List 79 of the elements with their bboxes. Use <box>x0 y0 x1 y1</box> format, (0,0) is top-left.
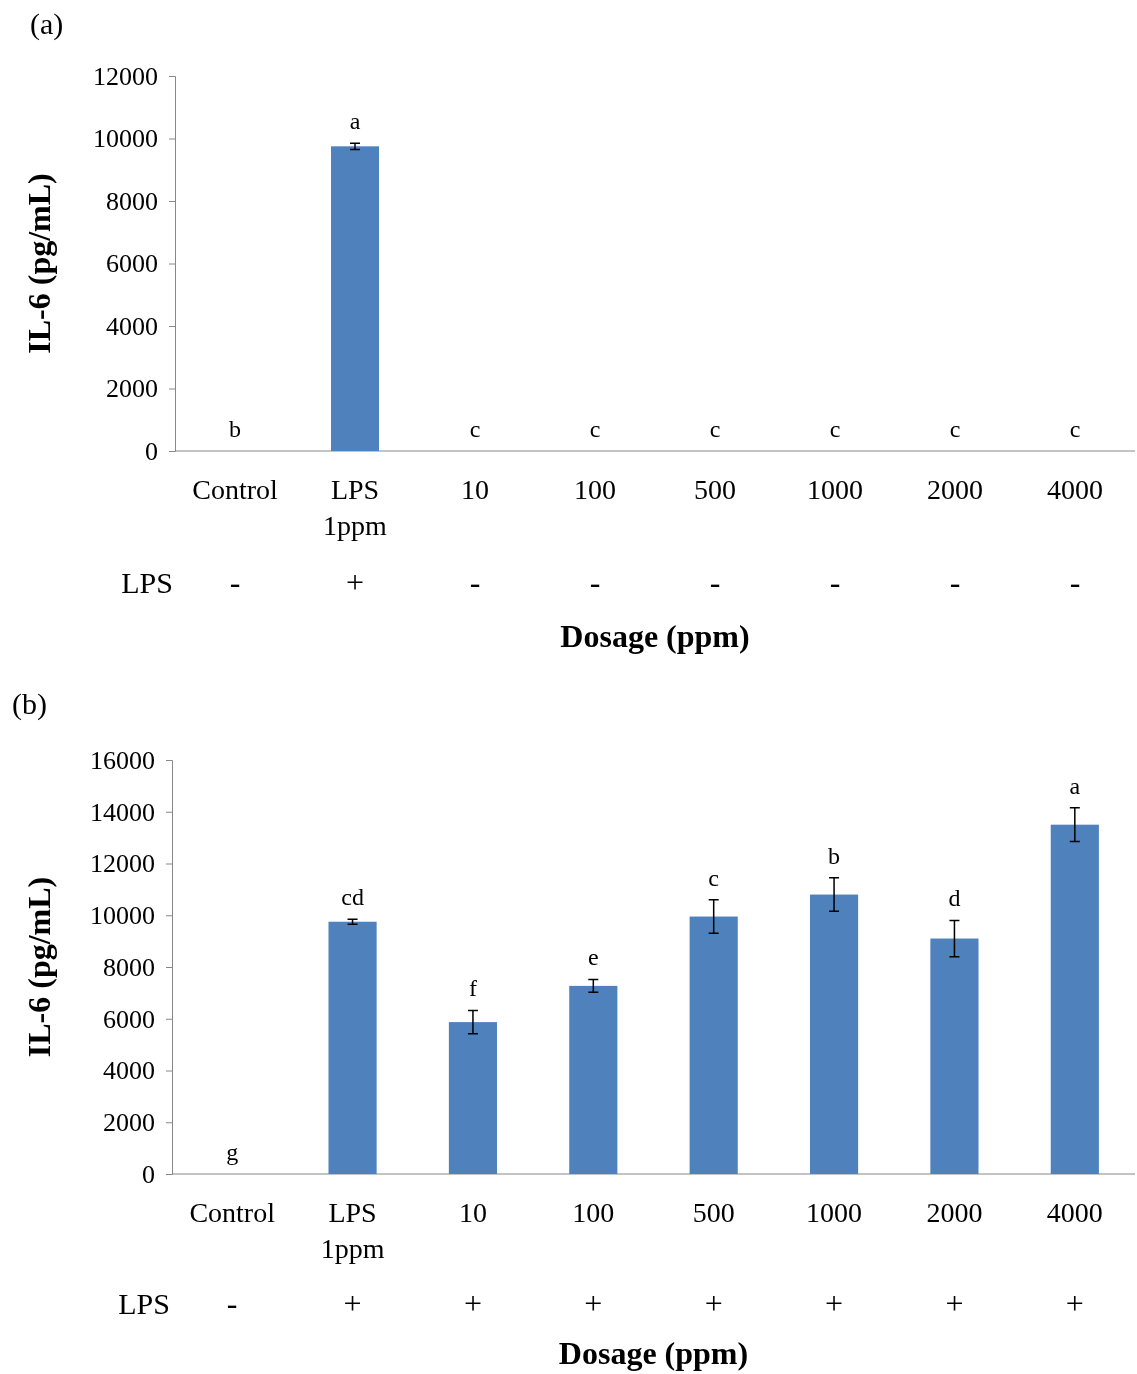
bar <box>448 1022 498 1174</box>
y-tick-label: 16000 <box>90 745 155 775</box>
x-tick-label: 1000 <box>806 1197 863 1228</box>
text: + <box>1065 1285 1084 1321</box>
bar <box>689 916 738 1174</box>
x-tick-label: 4000 <box>1046 1197 1103 1228</box>
annotation: a <box>1069 772 1081 799</box>
annotation: d <box>948 885 961 912</box>
x-tick-label: 2000 <box>927 474 983 505</box>
chart-title: (b) <box>12 687 47 721</box>
y-tick-label: 14000 <box>90 797 155 827</box>
text: - <box>229 564 241 600</box>
annotation: c <box>708 864 720 891</box>
x-axis-title: Dosage (ppm) <box>560 618 750 654</box>
x-tick-label: 10 <box>458 1197 487 1228</box>
text: LPS <box>118 1287 170 1320</box>
annotation: cd <box>341 884 364 911</box>
annotation: c <box>829 416 841 442</box>
bar <box>930 938 979 1174</box>
x-tick-label: Control <box>192 474 278 505</box>
y-axis-title: IL-6 (pg/mL) <box>21 876 57 1058</box>
y-tick-label: 12000 <box>90 849 155 879</box>
bar <box>1050 824 1099 1174</box>
text: + <box>345 564 365 600</box>
y-tick-label: 8000 <box>103 952 155 982</box>
x-tick-label: Control <box>189 1197 276 1228</box>
y-tick-label: 2000 <box>106 374 158 404</box>
y-tick-label: 10000 <box>93 124 158 154</box>
annotation: g <box>226 1139 239 1165</box>
y-tick-label: 0 <box>145 436 158 466</box>
bar <box>328 921 377 1174</box>
annotation: c <box>589 416 601 442</box>
text: + <box>825 1285 844 1321</box>
text: + <box>704 1285 723 1321</box>
text: + <box>343 1285 362 1321</box>
y-tick-label: 2000 <box>103 1108 155 1138</box>
annotation: b <box>828 842 841 869</box>
text: + <box>945 1285 964 1321</box>
text: LPS <box>121 566 173 599</box>
text: - <box>226 1285 238 1321</box>
x-tick-label: 2000 <box>926 1197 983 1228</box>
text: - <box>469 564 481 600</box>
x-tick-label: 100 <box>572 1197 615 1228</box>
chart-title: (a) <box>30 7 64 41</box>
x-tick-label: 4000 <box>1047 474 1103 505</box>
text: - <box>709 564 721 600</box>
y-tick-label: 6000 <box>106 249 158 279</box>
text: - <box>949 564 961 600</box>
annotation: c <box>949 416 961 442</box>
bar <box>809 894 859 1174</box>
text: - <box>589 564 601 600</box>
y-tick-label: 4000 <box>103 1056 155 1086</box>
y-tick-label: 12000 <box>93 61 158 91</box>
x-tick-label: 500 <box>694 474 736 505</box>
text: - <box>1069 564 1081 600</box>
x-tick-label: 100 <box>574 474 616 505</box>
y-tick-label: 0 <box>142 1159 155 1189</box>
x-tick-label: LPS 1ppm <box>323 474 388 541</box>
bar <box>569 985 618 1174</box>
y-tick-label: 4000 <box>106 311 158 341</box>
text: + <box>463 1285 482 1321</box>
annotation: f <box>468 975 477 1002</box>
annotation: b <box>229 416 241 442</box>
annotation: e <box>587 944 599 971</box>
y-tick-label: 6000 <box>103 1004 155 1034</box>
annotation: c <box>469 416 481 442</box>
text: + <box>584 1285 603 1321</box>
annotation: c <box>1069 416 1081 442</box>
annotation: c <box>709 416 721 442</box>
annotation: a <box>349 108 361 135</box>
x-tick-label: LPS 1ppm <box>320 1197 385 1264</box>
y-tick-label: 8000 <box>106 186 158 216</box>
x-axis-title: Dosage (ppm) <box>558 1335 749 1371</box>
x-tick-label: 10 <box>461 474 489 505</box>
y-tick-label: 10000 <box>90 901 155 931</box>
y-axis-title: IL-6 (pg/mL) <box>21 173 57 354</box>
x-tick-label: 1000 <box>807 474 863 505</box>
x-tick-label: 500 <box>692 1197 735 1228</box>
text: - <box>829 564 841 600</box>
